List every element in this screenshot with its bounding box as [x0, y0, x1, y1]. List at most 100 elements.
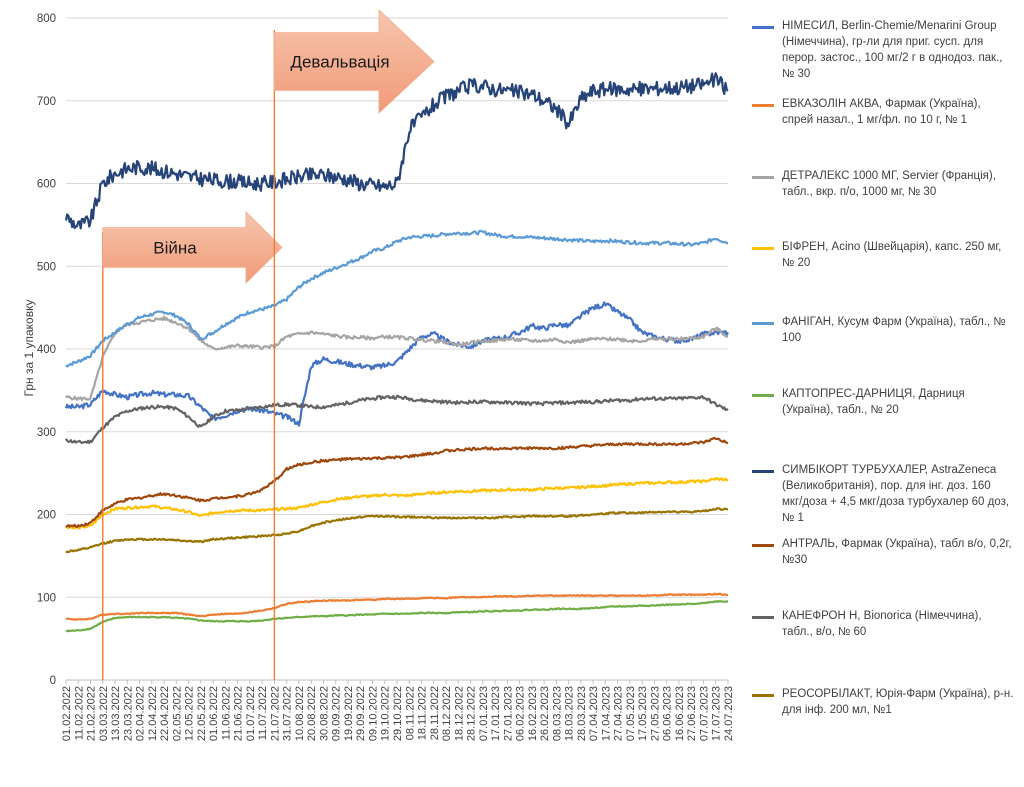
x-tick-label: 08.03.2023 [551, 686, 563, 741]
legend-swatch [752, 394, 774, 397]
y-axis-title: Грн за 1 упаковку [22, 300, 36, 397]
legend-swatch [752, 616, 774, 619]
x-tick-label: 13.03.2022 [110, 686, 122, 741]
x-tick-label: 28.03.2023 [576, 686, 588, 741]
x-tick-label: 16.02.2023 [527, 686, 539, 741]
series-line [65, 229, 728, 368]
x-tick-label: 01.02.2022 [61, 686, 73, 741]
legend: НІМЕСИЛ, Berlin-Chemie/Menarini Group (Н… [752, 0, 1014, 782]
x-tick-label: 28.12.2022 [466, 686, 478, 741]
legend-swatch [752, 247, 774, 250]
x-tick-label: 22.04.2022 [159, 686, 171, 741]
x-tick-label: 30.08.2022 [318, 686, 330, 741]
x-tick-label: 07.07.2023 [698, 686, 710, 741]
x-tick-label: 28.11.2022 [429, 686, 441, 740]
legend-swatch [752, 694, 774, 697]
x-tick-label: 12.04.2022 [147, 686, 159, 741]
legend-label: АНТРАЛЬ, Фармак (Україна), табл в/о, 0,2… [782, 538, 1012, 566]
x-tick-label: 11.02.2022 [73, 686, 85, 740]
x-tick-label: 06.02.2023 [515, 686, 527, 741]
legend-label: РЕОСОРБІЛАКТ, Юрія-Фарм (Україна), р-н. … [782, 688, 1014, 716]
x-tick-label: 07.05.2023 [625, 686, 637, 741]
x-tick-label: 27.06.2023 [686, 686, 698, 741]
x-tick-label: 08.12.2022 [441, 686, 453, 741]
x-tick-label: 12.05.2022 [184, 686, 196, 741]
x-tick-label: 18.11.2022 [417, 686, 429, 740]
series-line [65, 394, 729, 445]
x-tick-label: 29.09.2022 [355, 686, 367, 741]
y-tick-label: 800 [37, 13, 56, 25]
x-tick-label: 26.02.2023 [539, 686, 551, 741]
legend-label: БІФРЕН, Acino (Швейцарія), капс. 250 мг,… [782, 241, 1002, 269]
x-tick-label: 08.11.2022 [404, 686, 416, 740]
y-tick-label: 400 [37, 344, 56, 356]
annotation-label: Війна [153, 239, 197, 258]
legend-swatch [752, 544, 774, 547]
legend-swatch [752, 470, 774, 473]
x-tick-label: 27.01.2023 [502, 686, 514, 741]
x-tick-label: 01.06.2022 [208, 686, 220, 741]
legend-label: НІМЕСИЛ, Berlin-Chemie/Menarini Group (Н… [782, 20, 1003, 80]
legend-label: ЕВКАЗОЛІН АКВА, Фармак (Україна), спрей … [782, 98, 981, 126]
x-tick-label: 17.04.2023 [600, 686, 612, 741]
x-tick-label: 07.01.2023 [478, 686, 490, 741]
legend-swatch [752, 176, 774, 179]
legend-label: КАНЕФРОН Н, Bionorica (Німеччина), табл.… [782, 610, 982, 638]
legend-swatch [752, 322, 774, 325]
legend-swatch [752, 26, 774, 29]
x-tick-label: 11.07.2022 [257, 686, 269, 740]
legend-label: ДЕТРАЛЕКС 1000 МГ, Servier (Франція), та… [782, 170, 996, 198]
legend-label: КАПТОПРЕС-ДАРНИЦЯ, Дарниця (Україна), та… [782, 388, 965, 416]
series-line [64, 72, 729, 230]
y-tick-label: 0 [50, 675, 56, 687]
legend-label: ФАНІГАН, Кусум Фарм (Україна), табл., № … [782, 316, 1006, 344]
x-tick-label: 16.06.2023 [674, 686, 686, 741]
series-line [65, 436, 729, 529]
x-tick-label: 17.05.2023 [637, 686, 649, 741]
x-tick-label: 07.04.2023 [588, 686, 600, 741]
x-tick-label: 19.10.2022 [380, 686, 392, 741]
series-line [65, 477, 729, 530]
y-tick-label: 100 [37, 592, 56, 604]
x-tick-label: 09.10.2022 [367, 686, 379, 741]
series-line [65, 600, 729, 633]
x-tick-label: 20.08.2022 [306, 686, 318, 741]
x-tick-label: 09.09.2022 [331, 686, 343, 741]
x-tick-label: 21.07.2022 [269, 686, 281, 741]
x-tick-label: 21.02.2022 [86, 686, 98, 741]
x-tick-label: 02.04.2022 [135, 686, 147, 741]
x-tick-label: 17.01.2023 [490, 686, 502, 741]
x-tick-label: 18.03.2023 [564, 686, 576, 741]
y-tick-label: 300 [37, 427, 56, 439]
annotation-label: Девальвація [290, 53, 389, 72]
series-line [65, 315, 729, 402]
x-tick-label: 23.03.2022 [122, 686, 134, 741]
x-tick-label: 18.12.2022 [453, 686, 465, 741]
x-tick-label: 27.04.2023 [613, 686, 625, 741]
annotation-arrow [102, 211, 283, 284]
series-line [65, 592, 729, 621]
x-tick-label: 31.07.2022 [282, 686, 294, 741]
x-tick-label: 19.09.2022 [343, 686, 355, 741]
legend-label: СИМБІКОРТ ТУРБУХАЛЕР, AstraZeneca (Велик… [782, 464, 1010, 524]
annotation-arrow [274, 9, 435, 114]
x-tick-label: 11.06.2022 [220, 686, 232, 740]
x-tick-label: 10.08.2022 [294, 686, 306, 741]
x-tick-label: 22.05.2022 [196, 686, 208, 741]
x-tick-label: 01.07.2022 [245, 686, 257, 741]
x-tick-label: 03.03.2022 [98, 686, 110, 741]
x-tick-label: 02.05.2022 [171, 686, 183, 741]
x-tick-label: 24.07.2023 [723, 686, 735, 741]
y-tick-label: 200 [37, 510, 56, 522]
x-tick-label: 29.10.2022 [392, 686, 404, 741]
legend-swatch [752, 104, 774, 107]
x-tick-label: 17.07.2023 [711, 686, 723, 741]
y-tick-label: 700 [37, 96, 56, 108]
y-tick-label: 600 [37, 179, 56, 191]
series-line [65, 507, 729, 554]
series-line [64, 301, 729, 427]
x-tick-label: 21.06.2022 [233, 686, 245, 741]
x-tick-label: 06.06.2023 [662, 686, 674, 741]
